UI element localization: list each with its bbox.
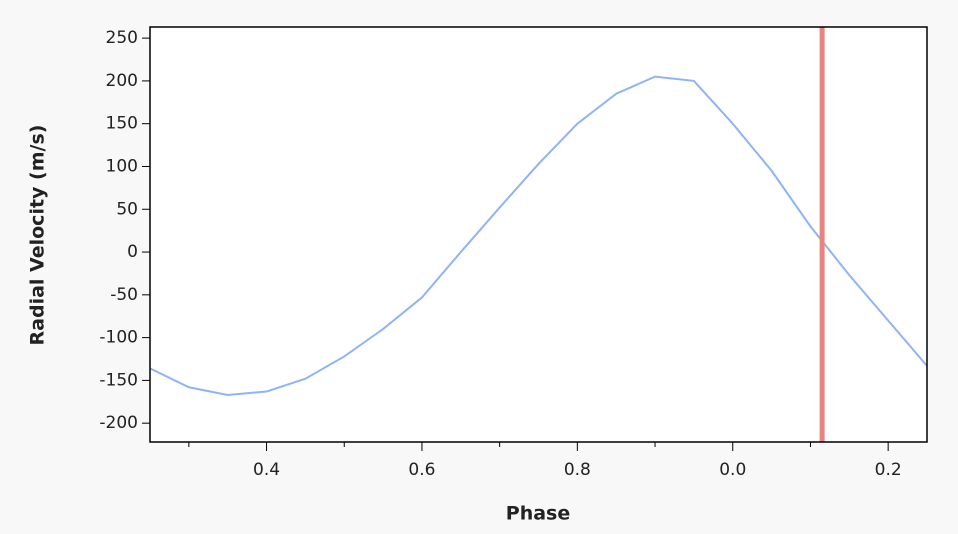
x-tick-label: 0.8 xyxy=(564,460,591,480)
y-tick-label: 100 xyxy=(106,156,138,176)
y-tick-label: 50 xyxy=(116,199,138,219)
x-tick-label: 0.6 xyxy=(408,460,435,480)
plot-area xyxy=(150,27,927,442)
line-series xyxy=(149,75,928,396)
x-tick-label: 0.0 xyxy=(719,460,746,480)
x-axis-label: Phase xyxy=(506,503,570,525)
y-tick-label: -150 xyxy=(99,370,138,390)
x-tick-label: 0.4 xyxy=(253,460,280,480)
y-axis-label: Radial Velocity (m/s) xyxy=(27,125,49,346)
y-tick-label: 0 xyxy=(127,242,138,262)
y-tick-label: -100 xyxy=(99,328,138,348)
y-tick-label: 200 xyxy=(106,71,138,91)
y-tick-label: -200 xyxy=(99,413,138,433)
y-tick-label: 150 xyxy=(106,114,138,134)
plot-border xyxy=(149,26,928,443)
y-tick-label: -50 xyxy=(110,285,138,305)
y-tick-label: 250 xyxy=(106,28,138,48)
x-tick-label: 0.2 xyxy=(875,460,902,480)
